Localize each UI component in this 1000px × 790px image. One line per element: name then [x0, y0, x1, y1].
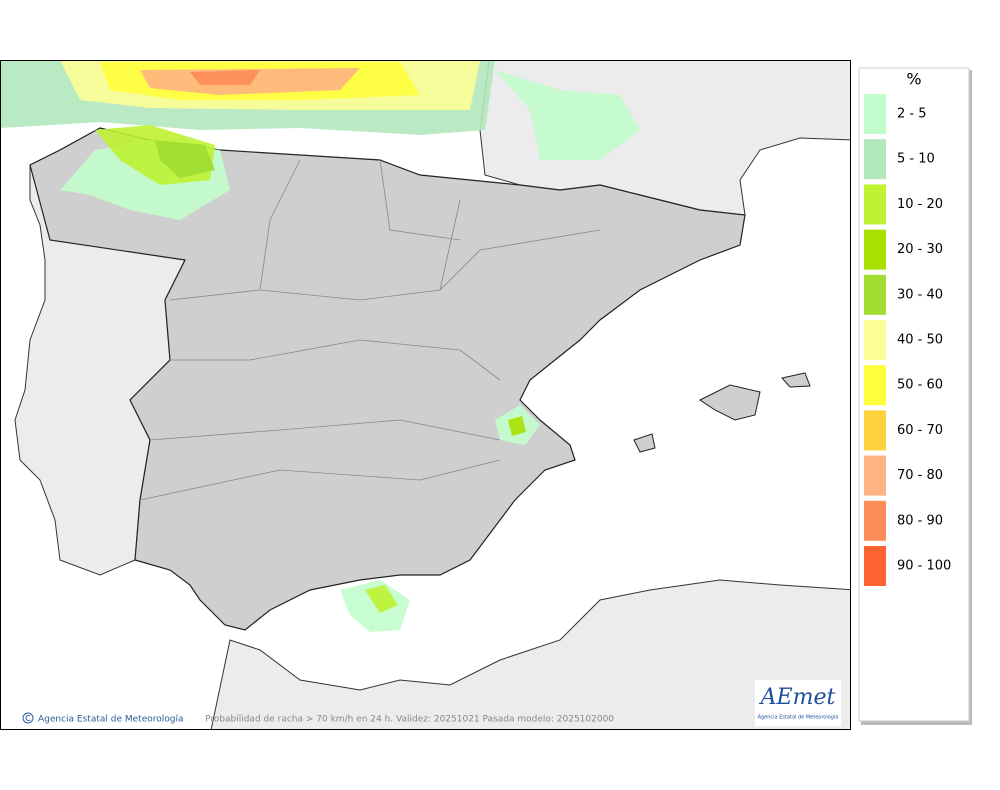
legend-label: 60 - 70 [897, 423, 943, 438]
logo-subtitle: Agencia Estatal de Meteorología [758, 714, 839, 721]
legend-label: 80 - 90 [897, 513, 943, 528]
legend-label: 40 - 50 [897, 333, 943, 348]
legend-label: 70 - 80 [897, 468, 943, 483]
region-borders [139, 159, 601, 501]
legend-swatch [864, 139, 886, 180]
legend-label: 30 - 40 [897, 287, 943, 302]
legend-label: 10 - 20 [897, 197, 943, 212]
legend-swatch [864, 320, 886, 360]
legend-swatch [864, 94, 886, 134]
probability-area [190, 70, 260, 85]
legend-swatch [864, 365, 886, 406]
logo-box [755, 680, 841, 726]
copyright-icon [22, 712, 34, 724]
legend-swatch [864, 455, 886, 496]
probability-area [508, 416, 526, 436]
legend-label: 20 - 30 [897, 242, 943, 257]
legend-swatch [864, 500, 886, 541]
probability-area [340, 580, 410, 632]
mallorca [699, 384, 761, 421]
legend-swatch [864, 546, 886, 586]
legend-label: 90 - 100 [897, 559, 951, 574]
probability-areas [1, 61, 640, 632]
map [1, 61, 850, 729]
probability-area [495, 70, 640, 160]
probability-area [365, 585, 398, 613]
legend-swatch [864, 410, 886, 451]
spain [29, 127, 746, 631]
ibiza [633, 433, 656, 453]
legend-title: % [906, 70, 921, 89]
legend-label: 2 - 5 [897, 107, 927, 122]
legend-swatch [864, 274, 886, 315]
logo-name: AEmet [759, 685, 836, 710]
legend-items: 2 - 5 5 - 10 10 - 20 20 - 30 30 - 40 40 - 50 5… [864, 94, 951, 586]
legend-swatch [864, 229, 886, 270]
credit-text: Agencia Estatal de Meteorología [38, 715, 184, 725]
logo: AEmet Agencia Estatal de Meteorología [755, 680, 841, 726]
legend-label: 5 - 10 [897, 152, 935, 167]
legend-label: 50 - 60 [897, 378, 943, 393]
caption: Probabilidad de racha > 70 km/h en 24 h.… [205, 715, 614, 725]
probability-area [155, 140, 215, 178]
copyright-icon [25, 715, 31, 721]
menorca [781, 372, 811, 388]
legend-swatch [864, 184, 886, 225]
credit: Agencia Estatal de Meteorología [22, 712, 184, 725]
map-frame [0, 60, 851, 730]
africa [210, 579, 850, 729]
